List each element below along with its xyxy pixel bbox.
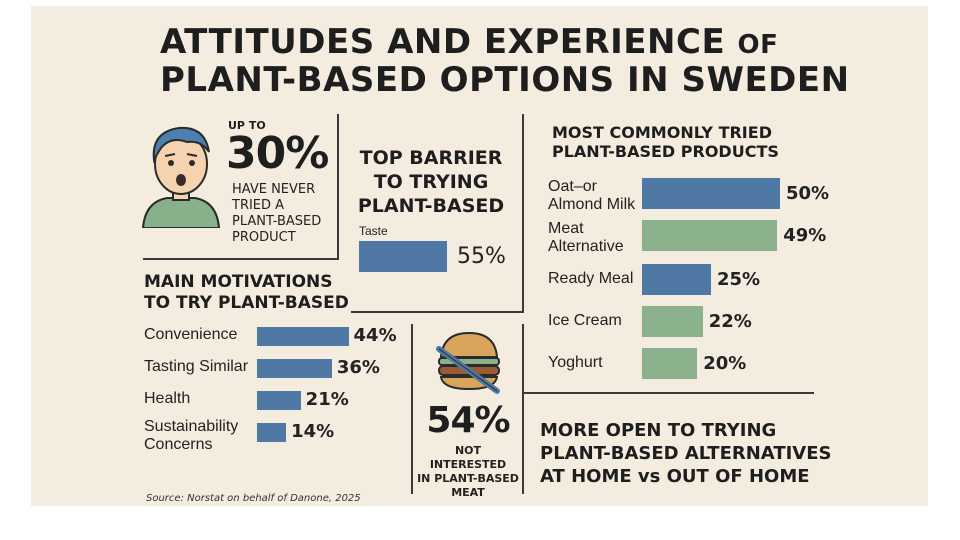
barrier-category-label: Taste: [359, 224, 388, 238]
product-category-line: Yoghurt: [548, 354, 603, 371]
product-value-label: 50%: [786, 183, 830, 204]
worried-person-icon: [141, 126, 221, 228]
title-of: OF: [737, 30, 779, 60]
product-bar: [642, 264, 711, 295]
product-category-label: Ready Meal: [548, 270, 633, 288]
products-heading-line: MOST COMMONLY TRIED: [552, 123, 772, 142]
top-barrier-heading-line: TO TRYING: [373, 171, 489, 193]
meat-percent: 54%: [426, 400, 510, 441]
never-tried-text: HAVE NEVER TRIED A PLANT-BASED PRODUCT: [232, 182, 321, 246]
infographic-poster: ATTITUDES AND EXPERIENCE OF PLANT-BASED …: [31, 6, 928, 506]
product-category-line: Oat–or: [548, 178, 597, 195]
motivation-bar: [257, 391, 301, 410]
product-value-label: 22%: [708, 311, 752, 332]
product-category-label: Ice Cream: [548, 312, 622, 330]
home-text-line: PLANT-BASED ALTERNATIVES: [540, 443, 832, 464]
barrier-value-label: 55%: [457, 244, 506, 269]
motivation-bar: [257, 327, 349, 346]
motivation-value-label: 44%: [353, 325, 397, 346]
top-barrier-heading: TOP BARRIER TO TRYING PLANT-BASED: [353, 146, 509, 218]
divider-v-left: [337, 114, 339, 258]
motivations-heading: MAIN MOTIVATIONS TO TRY PLANT-BASED: [144, 272, 349, 314]
divider-v-mid: [522, 114, 524, 311]
source-note: Source: Norstat on behalf of Danone, 202…: [146, 493, 361, 504]
motivation-bar: [257, 423, 287, 442]
never-tried-line: TRIED A: [232, 198, 285, 213]
product-category-line: Ice Cream: [548, 312, 622, 329]
meat-text-line: MEAT: [451, 486, 485, 499]
product-bar: [642, 220, 778, 251]
motivation-category-label: Convenience: [144, 326, 237, 344]
product-bar: [642, 306, 703, 337]
never-tried-line: HAVE NEVER: [232, 182, 316, 197]
motivation-category-line: Concerns: [144, 436, 213, 453]
divider-h-right: [522, 392, 814, 394]
motivation-value-label: 21%: [305, 389, 349, 410]
barrier-bar: [359, 241, 447, 272]
product-category-label: Oat–or Almond Milk: [548, 178, 635, 214]
top-barrier-heading-line: TOP BARRIER: [359, 147, 503, 169]
home-text-line: MORE OPEN TO TRYING: [540, 420, 777, 441]
motivation-category-label: Sustainability Concerns: [144, 418, 238, 454]
products-heading: MOST COMMONLY TRIED PLANT-BASED PRODUCTS: [552, 123, 779, 161]
motivations-heading-line: TO TRY PLANT-BASED: [144, 293, 349, 313]
divider-v-meat: [411, 324, 413, 494]
product-category-label: Yoghurt: [548, 354, 603, 372]
product-category-label: Meat Alternative: [548, 220, 624, 256]
motivation-category-line: Health: [144, 390, 191, 407]
products-heading-line: PLANT-BASED PRODUCTS: [552, 142, 779, 161]
top-barrier-heading-line: PLANT-BASED: [357, 195, 505, 217]
product-category-line: Meat: [548, 220, 584, 237]
burger-crossed-icon: [436, 331, 500, 394]
never-tried-percent: 30%: [226, 128, 329, 179]
motivation-value-label: 14%: [291, 421, 335, 442]
motivation-category-line: Convenience: [144, 326, 238, 343]
motivation-category-line: Tasting Similar: [144, 358, 249, 375]
never-tried-line: PRODUCT: [232, 230, 296, 245]
home-text: MORE OPEN TO TRYING PLANT-BASED ALTERNAT…: [540, 419, 832, 488]
motivations-heading-line: MAIN MOTIVATIONS: [144, 272, 333, 292]
meat-text: NOT INTERESTED IN PLANT-BASED MEAT: [415, 444, 521, 500]
meat-text-line: NOT INTERESTED: [429, 444, 507, 471]
motivation-bar: [257, 359, 332, 378]
motivation-category-line: Sustainability: [144, 418, 239, 435]
product-bar: [642, 348, 698, 379]
product-category-line: Ready Meal: [548, 270, 634, 287]
product-bar: [642, 178, 780, 209]
meat-text-line: IN PLANT-BASED: [417, 472, 519, 485]
divider-h-left: [143, 258, 339, 260]
motivation-category-label: Health: [144, 390, 190, 408]
poster-title-line1: ATTITUDES AND EXPERIENCE OF: [160, 22, 778, 62]
title-main: ATTITUDES AND EXPERIENCE: [160, 22, 726, 62]
divider-v-right: [522, 324, 524, 494]
product-value-label: 25%: [717, 269, 761, 290]
product-value-label: 20%: [703, 353, 747, 374]
motivation-category-label: Tasting Similar: [144, 358, 248, 376]
product-value-label: 49%: [783, 225, 827, 246]
never-tried-line: PLANT-BASED: [232, 214, 322, 229]
never-tried-upto: UP TO: [228, 119, 266, 132]
divider-h-mid: [351, 311, 524, 313]
home-text-line: AT HOME vs OUT OF HOME: [540, 466, 810, 487]
product-category-line: Almond Milk: [548, 196, 636, 213]
motivation-value-label: 36%: [336, 357, 380, 378]
product-category-line: Alternative: [548, 238, 624, 255]
poster-title-line2: PLANT-BASED OPTIONS IN SWEDEN: [160, 60, 850, 100]
